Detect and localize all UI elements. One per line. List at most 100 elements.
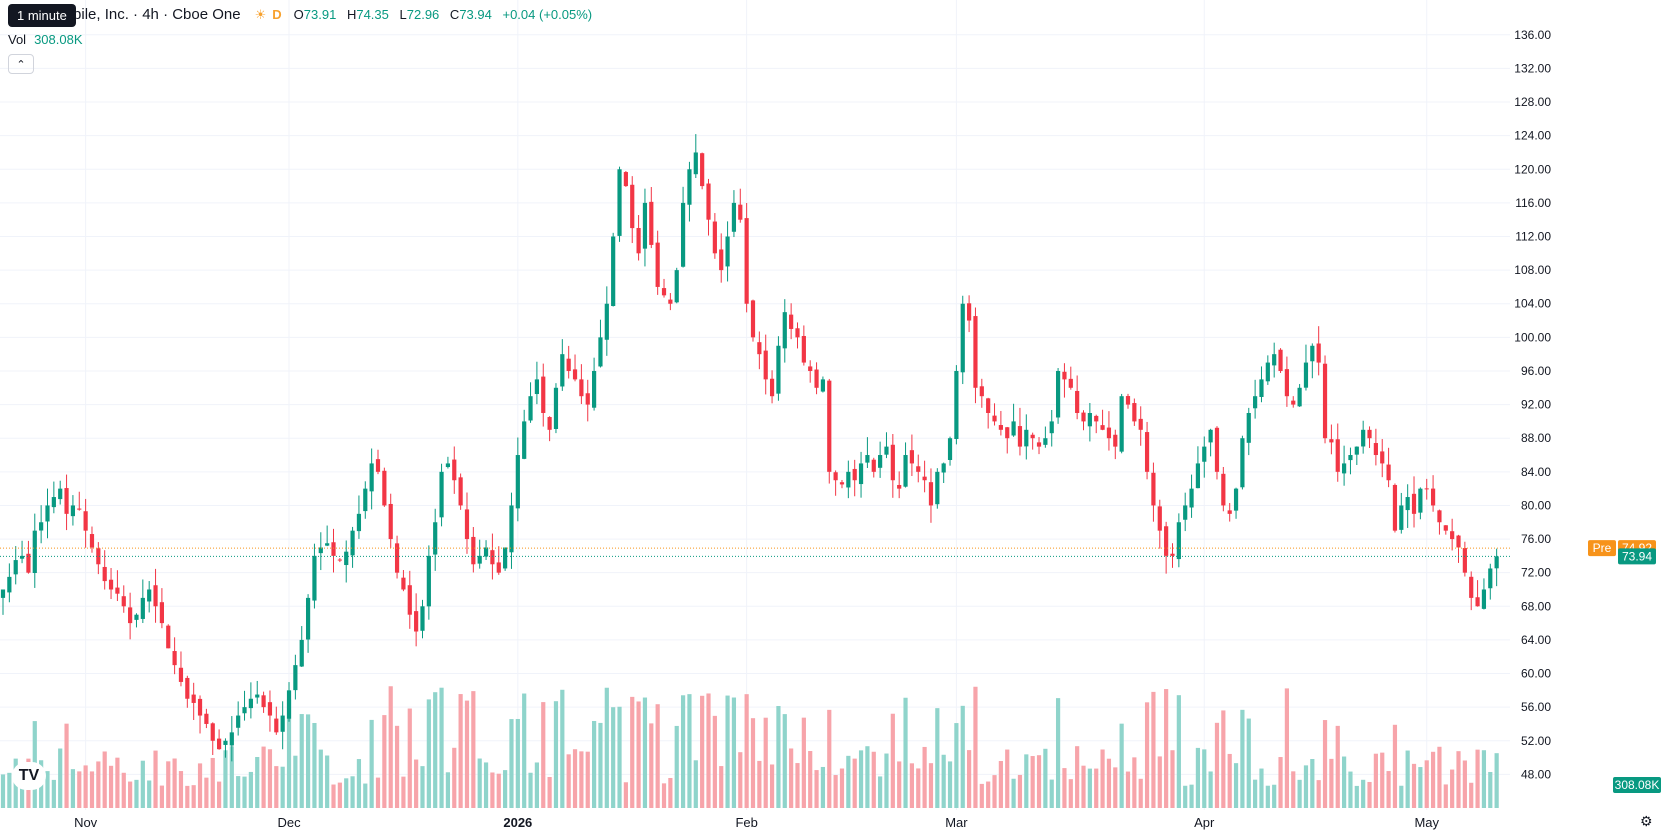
candle-body [1011, 421, 1016, 436]
candle-body [553, 387, 559, 429]
volume-bar [630, 696, 635, 808]
candle-body [668, 299, 673, 304]
candle-body [1094, 415, 1099, 422]
volume-bar [611, 707, 616, 808]
candle-body [522, 421, 527, 459]
interval-badge: D [272, 7, 282, 22]
candle-body [1494, 556, 1499, 569]
candle-body [979, 386, 984, 397]
volume-bar [1430, 751, 1436, 808]
volume-bar [439, 687, 444, 808]
volume-bar [382, 715, 387, 808]
volume-bar [776, 706, 781, 808]
volume-bar [1450, 769, 1455, 808]
candle-body [1246, 413, 1251, 443]
candle-body [814, 369, 819, 388]
symbol-title[interactable]: aceMobile, Inc. · 4h · Cboe One [28, 6, 241, 23]
candle-body [1113, 434, 1118, 447]
price-axis[interactable]: 48.00 52.00 56.00 60.00 64.00 68.00 72.00 76.00… [1514, 28, 1661, 793]
candle-body [833, 472, 838, 481]
volume-bar [1087, 768, 1092, 808]
candle-body [1253, 396, 1258, 409]
candle-body [922, 476, 927, 481]
candle-body [960, 303, 965, 373]
volume-legend-value: 308.08K [34, 32, 83, 47]
volume-bar [585, 751, 590, 808]
price-tick-label: 52.00 [1521, 734, 1551, 748]
volume-bar [801, 717, 806, 808]
volume-bar [1246, 718, 1251, 808]
volume-bar [973, 686, 978, 808]
candle-body [293, 665, 298, 691]
price-tick-label: 60.00 [1521, 667, 1551, 681]
candle-body [274, 718, 279, 733]
candle-body [350, 530, 355, 556]
candle-body [312, 555, 317, 601]
candle-body [1272, 354, 1277, 366]
volume-bar [115, 757, 120, 808]
price-tick-label: 116.00 [1515, 196, 1551, 210]
volume-bar [280, 766, 285, 808]
candle-body [1361, 429, 1366, 447]
candle-body [318, 547, 323, 554]
volume-bar [58, 748, 63, 808]
volume-bar [153, 750, 158, 808]
candle-body [935, 471, 940, 505]
volume-bar [1367, 781, 1372, 808]
volume-bar [1227, 753, 1232, 808]
volume-bar [1005, 749, 1010, 808]
candle-body [1144, 432, 1150, 472]
volume-bar [884, 753, 889, 808]
candle-body [1106, 427, 1112, 439]
volume-bar [1469, 782, 1474, 808]
volume-bar [77, 771, 82, 808]
candle-body [1176, 522, 1181, 560]
candle-body [1043, 438, 1048, 445]
price-tick-label: 92.00 [1521, 398, 1551, 412]
volume-bar [51, 779, 56, 808]
candle-body [890, 444, 895, 481]
candle-body [680, 202, 686, 267]
volume-bar [998, 761, 1003, 808]
time-axis[interactable]: Nov Dec 2026 Feb Mar Apr May [74, 815, 1439, 830]
volume-bar [426, 699, 431, 808]
volume-bar [1055, 698, 1061, 808]
candle-body [77, 508, 82, 510]
volume-bar [592, 720, 597, 808]
volume-label: Vol [8, 32, 27, 47]
volume-bar [719, 766, 724, 808]
volume-bar [496, 773, 501, 808]
candle-body [39, 522, 44, 531]
volume-bar [916, 768, 921, 808]
candle-body [7, 576, 12, 593]
candle-body [585, 393, 590, 405]
tradingview-logo-icon[interactable]: TV [12, 762, 46, 790]
candle-body [121, 596, 126, 607]
volume-bar [604, 687, 609, 808]
volume-bar [1462, 760, 1467, 808]
candle-body [1322, 363, 1328, 439]
candle-body [1405, 497, 1410, 511]
candle-body [147, 589, 152, 602]
candle-body [242, 707, 247, 714]
volume-bar [1233, 763, 1239, 808]
candle-body [572, 369, 578, 380]
candle-body [1329, 439, 1334, 443]
candle-body [0, 589, 6, 598]
volume-bar [363, 783, 368, 808]
candle-body [560, 354, 565, 387]
candle-body [1049, 421, 1054, 434]
volume-bar [1202, 749, 1207, 808]
volume-bar [401, 776, 406, 808]
volume-bar [1335, 725, 1340, 808]
candle-body [878, 455, 883, 468]
gear-icon[interactable]: ⚙ [1640, 813, 1653, 829]
volume-bar [1132, 757, 1137, 808]
volume-bar [147, 780, 152, 808]
collapse-legend-button[interactable]: ⌃ [8, 54, 34, 74]
candle-body [617, 169, 622, 236]
volume-bar [1164, 689, 1169, 808]
candle-body [757, 342, 762, 355]
candle-body [623, 172, 628, 187]
